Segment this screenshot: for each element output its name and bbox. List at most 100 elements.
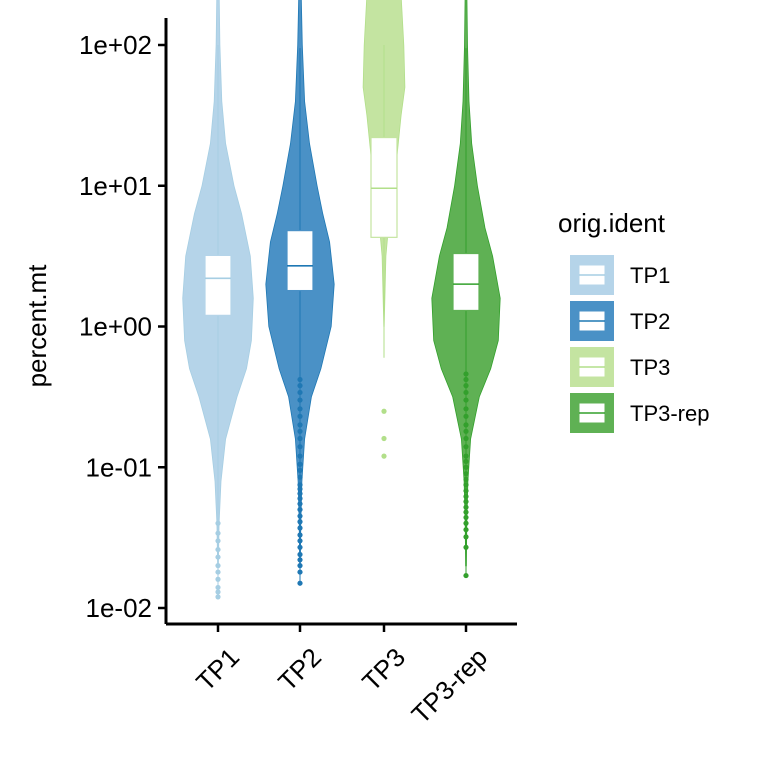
legend-label: TP2	[630, 309, 670, 334]
outlier-point	[297, 422, 303, 428]
outlier-point	[297, 467, 303, 473]
outlier-point	[463, 493, 469, 500]
outlier-point	[463, 464, 469, 470]
x-tick-label: TP2	[272, 642, 327, 697]
outlier-point	[463, 509, 469, 515]
box-iqr	[204, 254, 232, 316]
legend-entry: TP1	[570, 255, 670, 295]
legend-label: TP1	[630, 263, 670, 288]
outlier-point	[297, 461, 303, 467]
outlier-point	[463, 504, 469, 510]
outlier-point	[297, 569, 303, 575]
outlier-point	[215, 530, 221, 536]
legend-entry: TP3	[570, 347, 670, 387]
x-tick-label: TP3-rep	[405, 642, 493, 730]
outlier-point	[297, 507, 303, 513]
y-axis-title: percent.mt	[22, 264, 52, 388]
outlier-point	[463, 389, 469, 396]
outlier-point	[381, 435, 387, 442]
legend: orig.ident TP1 TP2 TP3 TP3-rep	[558, 208, 709, 433]
violin-group	[265, 0, 335, 586]
x-tick-label: TP1	[190, 642, 245, 697]
outlier-point	[297, 501, 303, 507]
y-tick-label: 1e-02	[86, 593, 153, 623]
outlier-point	[463, 482, 469, 488]
outlier-point	[463, 406, 469, 412]
outlier-point	[463, 572, 469, 579]
outlier-point	[463, 397, 469, 403]
outlier-point	[297, 486, 303, 492]
outlier-point	[463, 428, 469, 434]
outlier-point	[215, 576, 221, 582]
box-iqr	[452, 252, 480, 312]
outlier-point	[297, 389, 303, 396]
outlier-point	[381, 453, 387, 459]
x-tick-label: TP3	[356, 642, 411, 697]
outlier-point	[297, 551, 303, 558]
legend-label: TP3	[630, 355, 670, 380]
outlier-point	[297, 482, 303, 488]
outlier-point	[297, 453, 303, 459]
outlier-point	[215, 554, 221, 560]
outlier-point	[463, 435, 469, 442]
outlier-point	[463, 453, 469, 459]
outlier-point	[463, 471, 469, 477]
outlier-point	[297, 580, 303, 586]
outlier-point	[297, 444, 303, 450]
outlier-point	[463, 499, 469, 505]
outlier-point	[297, 406, 303, 412]
outlier-point	[297, 525, 303, 531]
outlier-point	[381, 408, 387, 414]
outlier-point	[297, 544, 303, 550]
outlier-point	[215, 584, 221, 591]
legend-entry: TP2	[570, 301, 670, 341]
plot-area	[182, 0, 501, 600]
legend-title: orig.ident	[558, 208, 666, 238]
outlier-point	[297, 474, 303, 480]
y-tick-label: 1e-01	[86, 452, 153, 482]
outlier-point	[297, 519, 303, 525]
outlier-point	[463, 371, 469, 377]
legend-entry: TP3-rep	[570, 393, 709, 433]
outlier-point	[463, 444, 469, 450]
y-tick-label: 1e+01	[79, 171, 152, 201]
outlier-point	[463, 520, 469, 526]
outlier-point	[463, 422, 469, 428]
outlier-point	[297, 557, 303, 563]
outlier-point	[463, 383, 469, 389]
outlier-point	[215, 594, 221, 600]
outlier-point	[215, 569, 221, 575]
outlier-point	[297, 376, 303, 383]
outlier-point	[215, 563, 221, 569]
outlier-point	[215, 520, 221, 526]
legend-label: TP3-rep	[630, 401, 709, 426]
outlier-point	[297, 563, 303, 569]
outlier-point	[463, 544, 469, 550]
violin-group	[362, 0, 406, 459]
outlier-point	[297, 495, 303, 502]
outlier-point	[297, 383, 303, 389]
outlier-point	[297, 413, 303, 419]
y-tick-label: 1e+02	[79, 30, 152, 60]
outlier-point	[463, 476, 469, 482]
outlier-point	[215, 589, 221, 595]
outlier-point	[463, 527, 469, 533]
violin-group	[431, 0, 501, 579]
outlier-point	[463, 413, 469, 419]
box-iqr	[286, 230, 314, 292]
outlier-point	[463, 514, 469, 521]
y-tick-label: 1e+00	[79, 312, 152, 342]
outlier-point	[215, 546, 221, 553]
outlier-point	[463, 458, 469, 465]
outlier-point	[463, 488, 469, 494]
outlier-point	[463, 376, 469, 383]
outlier-point	[297, 397, 303, 403]
outlier-point	[297, 532, 303, 538]
outlier-point	[297, 513, 303, 519]
outlier-point	[297, 428, 303, 434]
y-axis: 1e-02 1e-01 1e+00 1e+01 1e+02	[79, 18, 168, 624]
outlier-point	[297, 435, 303, 442]
outlier-point	[297, 490, 303, 497]
violin-group	[182, 0, 254, 600]
